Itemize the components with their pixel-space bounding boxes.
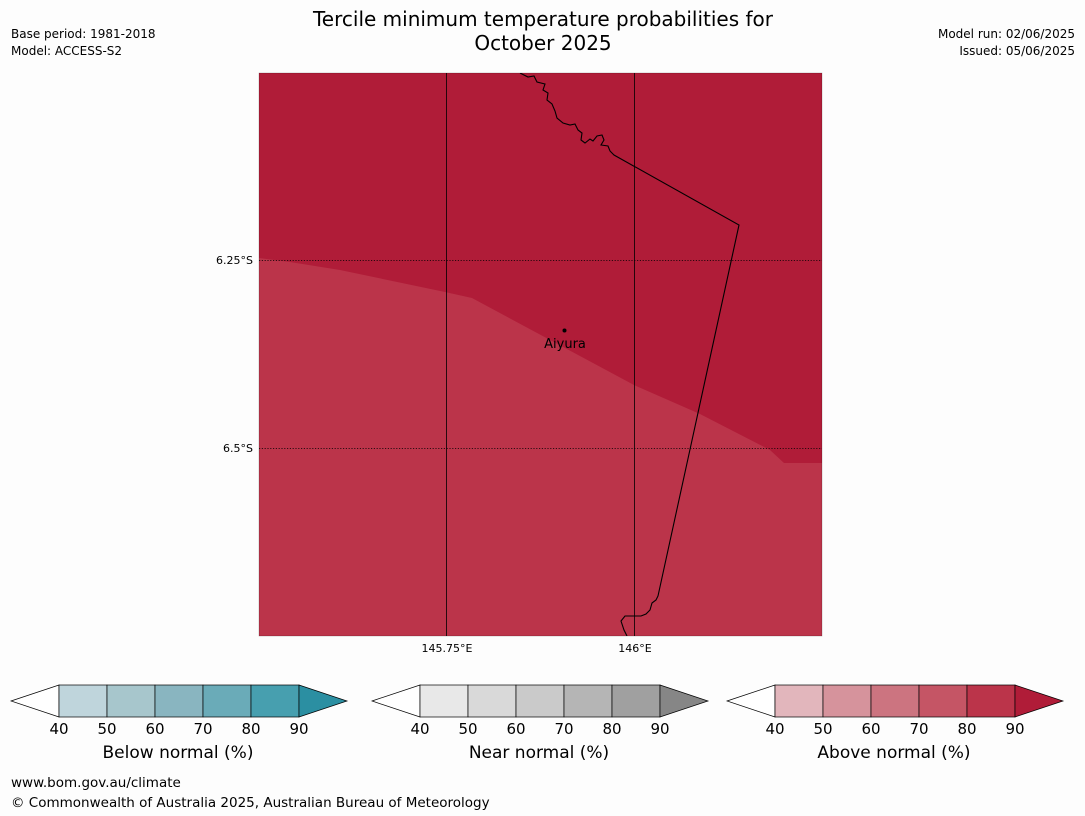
colorbar-over-triangle bbox=[659, 684, 710, 718]
colorbar-segment-70-80 bbox=[563, 684, 613, 718]
lon-label-145-75: 145.75°E bbox=[421, 642, 473, 655]
colorbar-segment-40-50 bbox=[58, 684, 108, 718]
colorbar-over-triangle bbox=[298, 684, 349, 718]
colorbar-under-triangle bbox=[726, 684, 776, 718]
chart-title: Tercile minimum temperature probabilitie… bbox=[243, 7, 843, 55]
meta-right: Model run: 02/06/2025 Issued: 05/06/2025 bbox=[938, 26, 1075, 60]
colorbar-tick-40: 40 bbox=[49, 720, 69, 738]
lat-label-6-5: 6.5°S bbox=[223, 442, 253, 455]
title-line-2: October 2025 bbox=[474, 31, 612, 55]
colorbar-segment-50-60 bbox=[106, 684, 156, 718]
colorbar-tick-80: 80 bbox=[602, 720, 622, 738]
base-period: Base period: 1981-2018 bbox=[11, 27, 156, 41]
colorbar-tick-90: 90 bbox=[289, 720, 309, 738]
meta-left: Base period: 1981-2018 Model: ACCESS-S2 bbox=[11, 26, 156, 60]
lon-label-146: 146°E bbox=[618, 642, 652, 655]
colorbar-above-normal: 40 50 60 70 80 90 Above normal (%) bbox=[726, 683, 1066, 773]
issued-date: Issued: 05/06/2025 bbox=[959, 44, 1075, 58]
colorbar-tick-90: 90 bbox=[650, 720, 670, 738]
colorbar-tick-70: 70 bbox=[554, 720, 574, 738]
colorbar-segment-40-50 bbox=[774, 684, 824, 718]
colorbar-under-triangle bbox=[371, 684, 421, 718]
colorbar-segment-50-60 bbox=[467, 684, 517, 718]
colorbar-segment-70-80 bbox=[202, 684, 252, 718]
colorbar-svg bbox=[726, 684, 1065, 718]
province-border-line bbox=[519, 73, 740, 636]
colorbar-tick-60: 60 bbox=[506, 720, 526, 738]
colorbar-tick-70: 70 bbox=[909, 720, 929, 738]
colorbar-title-below-normal: Below normal (%) bbox=[102, 743, 254, 763]
title-line-1: Tercile minimum temperature probabilitie… bbox=[312, 7, 774, 31]
model-name: Model: ACCESS-S2 bbox=[11, 44, 123, 58]
colorbar-segment-80-90 bbox=[966, 684, 1016, 718]
colorbar-tick-50: 50 bbox=[813, 720, 833, 738]
colorbar-segment-80-90 bbox=[250, 684, 300, 718]
footer-copyright: © Commonwealth of Australia 2025, Austra… bbox=[11, 795, 490, 811]
model-run: Model run: 02/06/2025 bbox=[937, 27, 1075, 41]
colorbar-segment-60-70 bbox=[870, 684, 920, 718]
colorbar-near-normal: 40 50 60 70 80 90 Near normal (%) bbox=[371, 683, 711, 773]
colorbar-over-triangle bbox=[1014, 684, 1065, 718]
colorbar-tick-60: 60 bbox=[861, 720, 881, 738]
colorbar-tick-80: 80 bbox=[241, 720, 261, 738]
colorbar-segment-70-80 bbox=[918, 684, 968, 718]
colorbar-tick-40: 40 bbox=[765, 720, 785, 738]
footer-url: www.bom.gov.au/climate bbox=[11, 775, 181, 791]
aiyura-marker bbox=[562, 328, 567, 333]
colorbar-svg bbox=[371, 684, 710, 718]
place-label-aiyura: Aiyura bbox=[544, 337, 586, 352]
colorbar-tick-50: 50 bbox=[458, 720, 478, 738]
probability-region-80-90 bbox=[259, 73, 822, 463]
colorbar-segment-60-70 bbox=[515, 684, 565, 718]
colorbar-svg bbox=[10, 684, 349, 718]
colorbar-title-near-normal: Near normal (%) bbox=[468, 743, 610, 763]
colorbar-title-above-normal: Above normal (%) bbox=[817, 743, 971, 763]
colorbar-tick-90: 90 bbox=[1005, 720, 1025, 738]
colorbar-tick-50: 50 bbox=[97, 720, 117, 738]
map-canvas bbox=[258, 72, 823, 637]
colorbar-tick-60: 60 bbox=[145, 720, 165, 738]
colorbar-tick-70: 70 bbox=[193, 720, 213, 738]
colorbar-segment-60-70 bbox=[154, 684, 204, 718]
lat-label-6-25: 6.25°S bbox=[216, 254, 253, 267]
colorbar-tick-80: 80 bbox=[957, 720, 977, 738]
colorbar-below-normal: 40 50 60 70 80 90 Below normal (%) bbox=[10, 683, 350, 773]
colorbar-tick-40: 40 bbox=[410, 720, 430, 738]
colorbar-under-triangle bbox=[10, 684, 60, 718]
colorbar-segment-80-90 bbox=[611, 684, 661, 718]
colorbar-segment-50-60 bbox=[822, 684, 872, 718]
map-frame bbox=[258, 72, 823, 637]
colorbar-segment-40-50 bbox=[419, 684, 469, 718]
